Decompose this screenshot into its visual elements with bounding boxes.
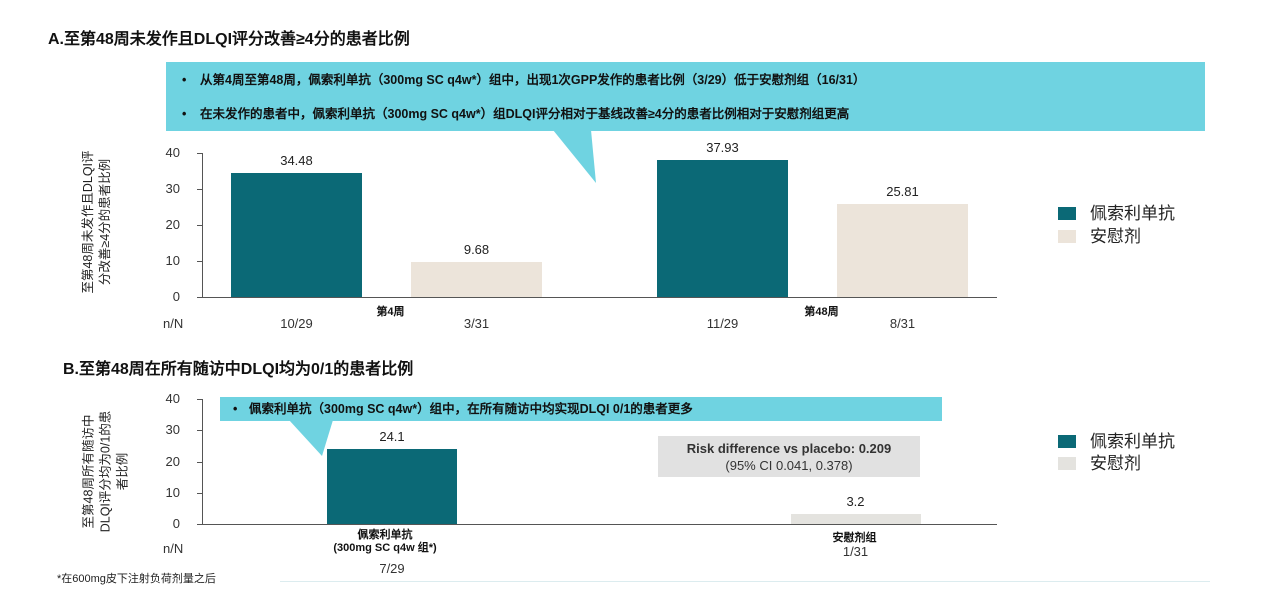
chart-a-legend-label: 佩索利单抗	[1090, 203, 1175, 223]
chart-a-legend-swatch	[1058, 230, 1076, 243]
chart-a-category-label: 第48周	[804, 306, 839, 318]
chart-a-y-tick-mark	[197, 153, 202, 154]
chart-b-category-label: 安慰剂组	[775, 532, 935, 545]
chart-b-category-label: 佩索利单抗 (300mg SC q4w 组*)	[305, 529, 465, 555]
category-label-line: 安慰剂组	[832, 531, 877, 544]
footer-divider	[280, 581, 1210, 582]
chart-b-y-tick-label: 0	[172, 516, 180, 531]
y-axis-label-line: 至第48周所有随访中	[81, 414, 96, 529]
chart-a-x-axis-line	[202, 297, 997, 298]
risk-difference-text: Risk difference vs placebo: 0.209	[686, 441, 892, 456]
chart-b-y-tick-label: 10	[165, 484, 180, 500]
chart-a-legend-swatch	[1058, 207, 1076, 220]
chart-b-n-over-n-row-label: n/N	[163, 541, 184, 556]
chart-b-y-axis-label: 至第48周所有随访中 DLQI评分均为0/1的患 者比例	[81, 397, 132, 547]
chart-a-y-axis-line	[202, 153, 203, 298]
chart-b-title: B.至第48周在所有随访中DLQI均为0/1的患者比例	[63, 361, 414, 378]
chart-b-y-tick-label: 40	[165, 391, 180, 406]
chart-a-title: A.至第48周未发作且DLQI评分改善≥4分的患者比例	[48, 31, 410, 48]
chart-a-y-tick-mark	[197, 261, 202, 262]
y-axis-label-line: 至第48周未发作且DLQI评	[81, 150, 95, 294]
chart-a-n-over-n-row-label: n/N	[163, 316, 184, 331]
chart-a-y-tick-label: 30	[165, 181, 180, 196]
chart-a-bar	[411, 262, 542, 297]
chart-b-legend-label: 安慰剂	[1090, 453, 1141, 473]
bullet-glyph: •	[233, 402, 238, 416]
callout-item: • 佩索利单抗（300mg SC q4w*）组中，在所有随访中均实现DLQI 0…	[233, 400, 693, 418]
callout-text: 佩索利单抗（300mg SC q4w*）组中，在所有随访中均实现DLQI 0/1…	[249, 402, 693, 416]
y-axis-label-line: DLQI评分均为0/1的患	[98, 410, 113, 533]
chart-a-value-label: 25.81	[886, 184, 919, 200]
chart-a-value-label: 37.93	[706, 140, 739, 156]
chart-b-value-label: 3.2	[846, 494, 865, 509]
chart-a-legend-label: 安慰剂	[1090, 226, 1141, 246]
chart-b-y-tick-mark	[197, 492, 202, 494]
chart-b-bar	[790, 514, 921, 524]
confidence-interval-text: (95% CI 0.041, 0.378)	[725, 458, 853, 473]
callout-text: 在未发作的患者中，佩索利单抗（300mg SC q4w*）组DLQI评分相对于基…	[200, 107, 850, 121]
chart-a-value-label: 9.68	[463, 242, 490, 258]
chart-a-category-label: 第4周	[376, 306, 405, 318]
chart-b-y-tick-mark	[197, 524, 202, 525]
chart-a-bar	[837, 204, 968, 297]
callout-item: • 从第4周至第48周，佩索利单抗（300mg SC q4w*）组中，出现1次G…	[182, 71, 865, 89]
chart-a-y-tick-mark	[197, 225, 202, 226]
chart-a-value-label: 34.48	[280, 152, 313, 168]
chart-a-y-tick-mark	[197, 297, 202, 298]
footnote: *在600mg皮下注射负荷剂量之后	[57, 573, 216, 585]
chart-a-bar	[231, 172, 362, 297]
chart-b-y-tick-mark	[197, 461, 202, 463]
chart-a-y-tick-label: 10	[165, 253, 180, 268]
chart-b-y-tick-label: 30	[165, 422, 180, 438]
category-label-line: (300mg SC q4w 组*)	[333, 542, 437, 554]
chart-b-y-tick-label: 20	[165, 453, 180, 469]
chart-a-n-over-n: 8/31	[889, 316, 916, 331]
category-label-line: 佩索利单抗	[357, 529, 413, 541]
chart-a-y-axis-label: 至第48周未发作且DLQI评 分改善≥4分的患者比例	[80, 137, 114, 307]
chart-a-y-tick-label: 0	[172, 289, 180, 304]
chart-a-n-over-n: 11/29	[706, 316, 739, 331]
y-axis-label-line: 者比例	[115, 452, 130, 491]
chart-a-n-over-n: 3/31	[463, 316, 490, 331]
chart-a-n-over-n: 10/29	[280, 316, 313, 331]
chart-b-y-tick-mark	[197, 399, 202, 400]
chart-b-y-axis-line	[202, 399, 203, 525]
chart-a-y-tick-label: 20	[165, 217, 180, 232]
chart-b-n-over-n: 1/31	[842, 544, 869, 559]
chart-b-legend-swatch	[1058, 435, 1076, 448]
chart-b-value-label: 24.1	[379, 428, 405, 444]
chart-b-legend-label: 佩索利单抗	[1090, 431, 1175, 451]
chart-a-y-tick-mark	[197, 189, 202, 190]
chart-b-bar	[327, 448, 457, 524]
chart-a-callout: • 从第4周至第48周，佩索利单抗（300mg SC q4w*）组中，出现1次G…	[166, 62, 1205, 131]
callout-text: 从第4周至第48周，佩索利单抗（300mg SC q4w*）组中，出现1次GPP…	[200, 73, 866, 87]
chart-b-legend-swatch	[1058, 457, 1076, 470]
chart-b-y-tick-mark	[197, 430, 202, 432]
chart-b-n-over-n: 7/29	[379, 561, 405, 576]
y-axis-label-line: 分改善≥4分的患者比例	[98, 158, 112, 286]
chart-a-callout-pointer	[553, 130, 596, 183]
bullet-glyph: •	[182, 107, 187, 121]
chart-b-x-axis-line	[202, 524, 997, 525]
chart-b-callout: • 佩索利单抗（300mg SC q4w*）组中，在所有随访中均实现DLQI 0…	[220, 397, 942, 421]
chart-a-bar	[657, 160, 788, 297]
chart-a-y-tick-label: 40	[165, 145, 180, 160]
bullet-glyph: •	[182, 73, 187, 87]
risk-difference-box: Risk difference vs placebo: 0.209 (95% C…	[658, 436, 920, 477]
callout-item: • 在未发作的患者中，佩索利单抗（300mg SC q4w*）组DLQI评分相对…	[182, 105, 849, 123]
